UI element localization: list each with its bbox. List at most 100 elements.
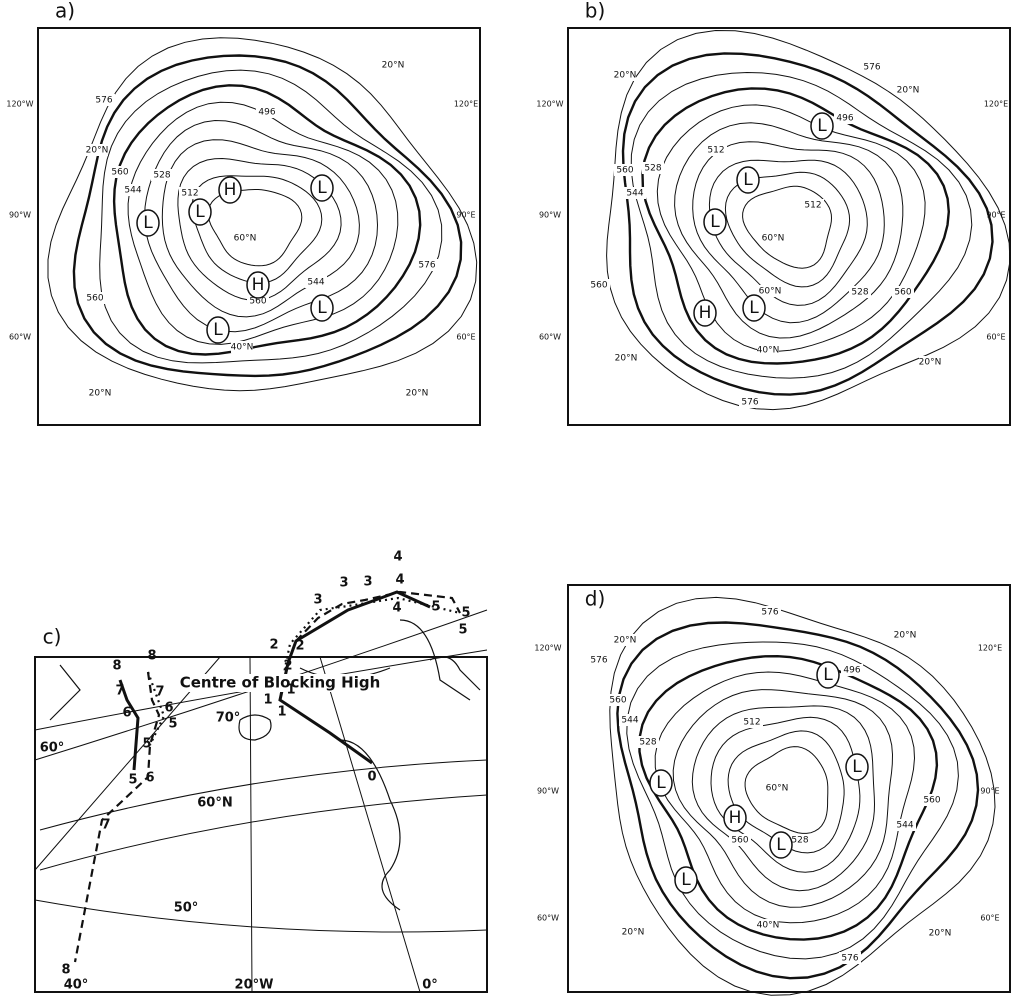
contour-label: 560 bbox=[609, 696, 626, 706]
contour-label: 20°N bbox=[614, 636, 637, 646]
contour-label: 576 bbox=[741, 398, 758, 408]
track-label: 3 bbox=[339, 576, 348, 591]
track-label: 6 bbox=[164, 701, 173, 716]
track-label: 2 bbox=[295, 639, 304, 654]
track-label: 2 bbox=[283, 659, 292, 674]
graticule bbox=[35, 650, 487, 932]
pressure-center: L bbox=[776, 835, 786, 855]
contour bbox=[114, 85, 420, 354]
grid-label: 70° bbox=[216, 711, 241, 726]
track-label: 8 bbox=[61, 963, 70, 978]
contour bbox=[607, 31, 1010, 410]
longitude-label: 90°W bbox=[539, 211, 561, 220]
contour-label: 576 bbox=[863, 63, 880, 73]
contour bbox=[631, 73, 972, 379]
contour bbox=[743, 186, 832, 268]
contour-label: 60°N bbox=[762, 234, 785, 244]
panel-label: b) bbox=[585, 0, 606, 23]
panel-a-frame bbox=[38, 28, 480, 425]
longitude-label: 60°E bbox=[986, 333, 1005, 342]
contour-label: 544 bbox=[307, 278, 324, 288]
longitude-label: 120°E bbox=[454, 100, 478, 109]
grid-label: 60°N bbox=[197, 796, 232, 811]
track-label: 5 bbox=[431, 600, 440, 615]
contour bbox=[692, 706, 874, 891]
pressure-center: L bbox=[213, 320, 223, 340]
track-label: 5 bbox=[142, 737, 151, 752]
track-label: 4 bbox=[392, 601, 401, 616]
grid-label: 40° bbox=[64, 978, 89, 993]
contour-label: 544 bbox=[124, 186, 141, 196]
track-label: 8 bbox=[112, 659, 121, 674]
contour-label: 576 bbox=[418, 261, 435, 271]
panel-title: Centre of Blocking High bbox=[180, 674, 381, 692]
longitude-label: 120°E bbox=[984, 100, 1008, 109]
longitude-label: 120°W bbox=[534, 644, 561, 653]
contour-label: 20°N bbox=[614, 71, 637, 81]
figure: a)120°W90°W60°W120°E90°E60°E20°N20°N20°N… bbox=[0, 0, 1021, 1003]
track-label: 4 bbox=[395, 573, 404, 588]
pressure-center: H bbox=[252, 275, 265, 295]
contour-label: 544 bbox=[896, 821, 913, 831]
contour-label: 544 bbox=[621, 716, 638, 726]
track-label: 2 bbox=[269, 638, 278, 653]
contour-label: 560 bbox=[894, 288, 911, 298]
grid-label: 50° bbox=[174, 901, 199, 916]
contour-label: 544 bbox=[626, 189, 643, 199]
contour-label: 560 bbox=[86, 294, 103, 304]
grid-label: 0° bbox=[422, 978, 438, 993]
panel-label: a) bbox=[55, 0, 75, 23]
contour-label: 528 bbox=[851, 288, 868, 298]
track-label: 8 bbox=[147, 649, 156, 664]
pressure-center: H bbox=[699, 303, 712, 323]
grid-label: 20°W bbox=[235, 978, 274, 993]
contour-label: 20°N bbox=[86, 146, 109, 156]
pressure-center: L bbox=[143, 213, 153, 233]
contour-label: 560 bbox=[731, 836, 748, 846]
pressure-center: L bbox=[710, 212, 720, 232]
contour-label: 60°N bbox=[234, 234, 257, 244]
track-label: 5 bbox=[461, 606, 470, 621]
pressure-center: L bbox=[656, 773, 666, 793]
contour-label: 496 bbox=[836, 114, 853, 124]
longitude-label: 60°E bbox=[980, 914, 999, 923]
track-label: 5 bbox=[128, 773, 137, 788]
longitude-label: 90°E bbox=[456, 211, 475, 220]
track-label: 1 bbox=[263, 693, 272, 708]
contour-label: 496 bbox=[843, 666, 860, 676]
longitude-label: 60°W bbox=[537, 914, 559, 923]
longitude-label: 90°E bbox=[980, 787, 999, 796]
contour-label: 560 bbox=[111, 168, 128, 178]
contour-label: 20°N bbox=[615, 354, 638, 364]
contour-label: 40°N bbox=[757, 921, 780, 931]
contour-label: 512 bbox=[707, 146, 724, 156]
grid-label: 60° bbox=[40, 741, 65, 756]
track-label: 4 bbox=[393, 550, 402, 565]
track-label: 3 bbox=[363, 575, 372, 590]
labels: a)120°W90°W60°W120°E90°E60°E20°N20°N20°N… bbox=[6, 0, 1008, 993]
contour-label: 560 bbox=[616, 166, 633, 176]
contour-label: 20°N bbox=[89, 389, 112, 399]
longitude-label: 120°W bbox=[536, 100, 563, 109]
longitude-label: 60°E bbox=[456, 333, 475, 342]
pressure-center: H bbox=[224, 180, 237, 200]
contour bbox=[128, 102, 398, 344]
panel-label: c) bbox=[43, 625, 62, 649]
contour-label: 20°N bbox=[622, 928, 645, 938]
contour-label: 528 bbox=[639, 738, 656, 748]
longitude-label: 90°E bbox=[986, 211, 1005, 220]
contour-label: 496 bbox=[258, 108, 275, 118]
maps bbox=[35, 31, 1010, 996]
contour-label: 40°N bbox=[757, 346, 780, 356]
pressure-center: L bbox=[681, 870, 691, 890]
contour-label: 528 bbox=[153, 171, 170, 181]
pressure-center: L bbox=[743, 170, 753, 190]
contour-label: 512 bbox=[181, 189, 198, 199]
contour-label: 60°N bbox=[766, 784, 789, 794]
longitude-label: 90°W bbox=[537, 787, 559, 796]
pressure-center: L bbox=[852, 757, 862, 777]
contour-label: 20°N bbox=[382, 61, 405, 71]
panel-b-frame bbox=[568, 28, 1010, 425]
contour-label: 20°N bbox=[894, 631, 917, 641]
longitude-label: 120°E bbox=[978, 644, 1002, 653]
